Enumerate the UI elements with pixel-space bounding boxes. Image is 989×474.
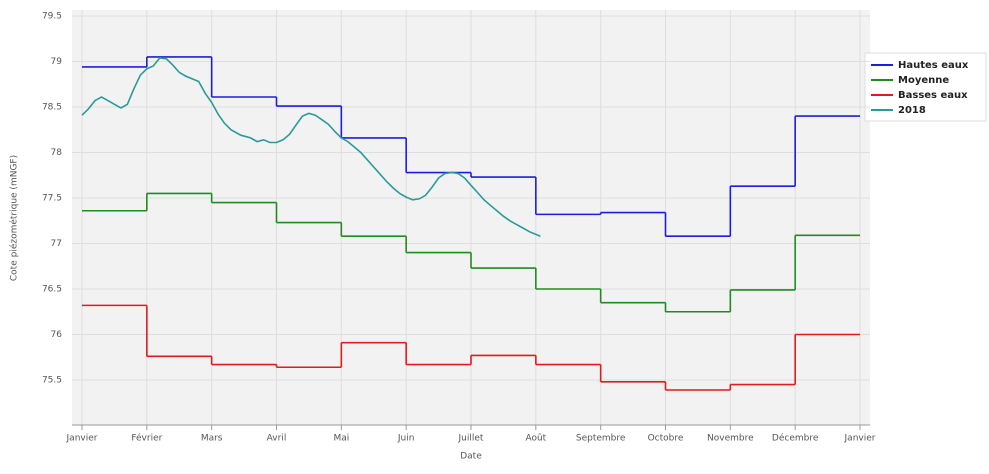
y-tick-label: 78.5 xyxy=(42,103,62,113)
y-tick-label: 79.5 xyxy=(42,12,62,22)
x-tick-label: Avril xyxy=(267,434,287,444)
x-tick-label: Mars xyxy=(201,434,223,444)
line-2018 xyxy=(81,57,541,237)
y-tick-label: 77.5 xyxy=(42,194,62,204)
y-tick-label: 78 xyxy=(51,148,63,158)
x-tick-label: Janvier xyxy=(844,434,876,444)
x-tick-label: Juillet xyxy=(458,434,484,444)
x-tick-label: Août xyxy=(525,434,546,444)
x-tick-label: Mai xyxy=(333,434,349,444)
legend-label: Moyenne xyxy=(898,75,949,86)
legend-label: Basses eaux xyxy=(898,90,968,101)
x-tick-label: Juin xyxy=(397,434,415,444)
y-tick-label: 79 xyxy=(51,57,63,67)
y-tick-label: 76 xyxy=(51,330,63,340)
x-tick-label: Février xyxy=(131,433,162,444)
y-axis-label: Cote piézométrique (mNGF) xyxy=(9,155,20,281)
x-tick-label: Novembre xyxy=(707,434,754,444)
y-tick-label: 76.5 xyxy=(42,285,62,295)
x-tick-label: Octobre xyxy=(648,434,684,444)
x-axis-label: Date xyxy=(460,452,482,462)
legend: Hautes eaux Moyenne Basses eaux 2018 xyxy=(871,60,969,116)
y-tick-label: 75.5 xyxy=(42,376,62,386)
legend-label: Hautes eaux xyxy=(898,60,969,71)
x-tick-label: Septembre xyxy=(576,434,626,444)
x-tick-label: Janvier xyxy=(66,434,98,444)
y-tick-label: 77 xyxy=(51,239,62,249)
legend-label: 2018 xyxy=(898,105,926,116)
x-tick-label: Décembre xyxy=(772,433,819,444)
